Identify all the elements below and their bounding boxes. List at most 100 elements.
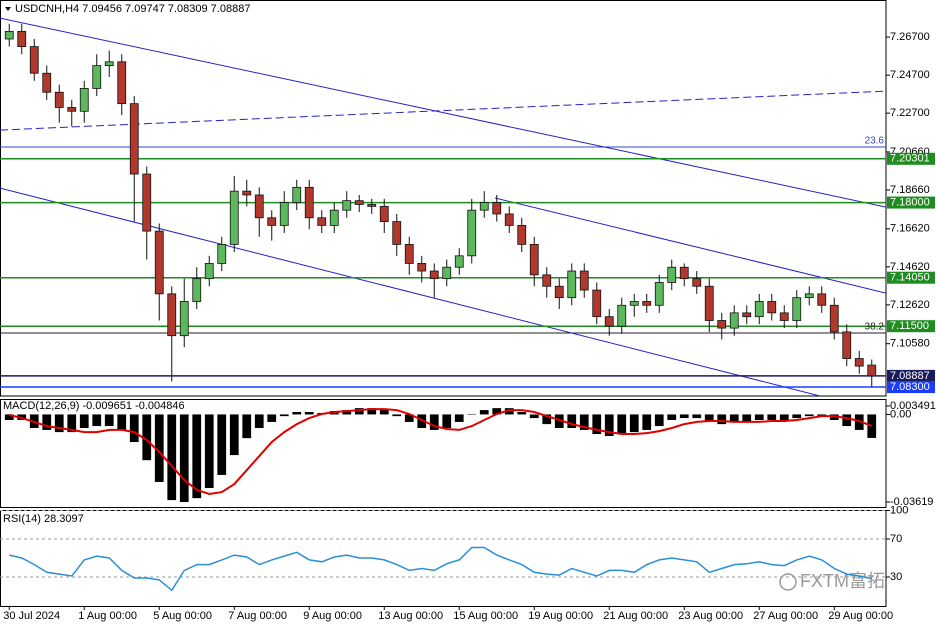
candle-body bbox=[367, 204, 377, 207]
candle-body bbox=[242, 190, 252, 196]
price-level-label: 7.08300 bbox=[890, 381, 930, 393]
price-level-box bbox=[887, 152, 935, 165]
candle-body bbox=[604, 316, 614, 327]
macd-bar bbox=[192, 414, 202, 499]
macd-bar bbox=[617, 414, 627, 435]
price-level-box bbox=[887, 369, 935, 382]
candle-body bbox=[379, 205, 389, 222]
menu-arrow[interactable] bbox=[5, 7, 11, 11]
x-tick-label: 9 Aug 00:00 bbox=[303, 610, 362, 622]
price-level-box bbox=[887, 271, 935, 284]
candle-body bbox=[654, 282, 664, 306]
candle-body bbox=[92, 65, 102, 89]
candle-body bbox=[292, 186, 302, 203]
x-tick-label: 27 Aug 00:00 bbox=[753, 610, 818, 622]
candle-body bbox=[179, 301, 189, 337]
candle-body bbox=[767, 301, 777, 314]
macd-bar bbox=[79, 414, 89, 428]
price-level-label: 7.11500 bbox=[890, 320, 929, 332]
price-level-label: 7.14050 bbox=[890, 272, 930, 284]
fib-label: 23.6 bbox=[865, 136, 885, 147]
x-tick-label: 5 Aug 00:00 bbox=[153, 610, 212, 622]
y-tick-label: 30 bbox=[890, 571, 902, 583]
price-level-box bbox=[887, 381, 935, 394]
trendline bbox=[0, 90, 886, 131]
candle-body bbox=[67, 107, 77, 112]
candle-body bbox=[354, 200, 364, 205]
macd-title: MACD(12,26,9) -0.009651 -0.004846 bbox=[3, 400, 185, 412]
macd-bar bbox=[354, 408, 364, 415]
candle-body bbox=[467, 209, 477, 257]
macd-bar bbox=[204, 414, 214, 488]
macd-bar bbox=[754, 414, 764, 421]
macd-bar bbox=[154, 414, 164, 482]
macd-bar bbox=[142, 414, 152, 461]
candle-body bbox=[504, 213, 514, 226]
macd-bar bbox=[642, 414, 652, 430]
candle-body bbox=[204, 263, 214, 280]
candle-body bbox=[42, 72, 52, 93]
candle-body bbox=[342, 200, 352, 211]
candle-body bbox=[792, 297, 802, 321]
macd-panel-frame bbox=[0, 399, 887, 508]
candle-body bbox=[279, 202, 289, 226]
macd-bar bbox=[529, 414, 539, 419]
macd-bar bbox=[429, 414, 439, 430]
macd-bar bbox=[679, 414, 689, 419]
macd-bar bbox=[342, 410, 352, 415]
y-tick-label: 7.26700 bbox=[890, 31, 930, 43]
candle-body bbox=[679, 266, 689, 280]
symbol-header: USDCNH,H4 7.09456 7.09747 7.08309 7.0888… bbox=[15, 3, 250, 15]
macd-bar bbox=[492, 408, 502, 415]
macd-bar bbox=[117, 414, 127, 430]
macd-bar bbox=[392, 414, 402, 417]
macd-bar bbox=[704, 414, 714, 422]
candle-body bbox=[667, 266, 677, 283]
price-level-box bbox=[887, 196, 935, 209]
candle-body bbox=[592, 289, 602, 318]
x-tick-label: 13 Aug 00:00 bbox=[378, 610, 443, 622]
candle-body bbox=[54, 91, 64, 108]
macd-bar bbox=[279, 414, 289, 417]
candle-body bbox=[217, 244, 227, 264]
x-tick-label: 1 Aug 00:00 bbox=[78, 610, 137, 622]
macd-bar bbox=[454, 414, 464, 422]
x-tick-label: 30 Jul 2024 bbox=[3, 610, 60, 622]
candle-body bbox=[129, 103, 139, 175]
candle-body bbox=[517, 224, 527, 245]
y-tick-label: 7.22700 bbox=[890, 107, 930, 119]
fib-label: 38.2 bbox=[865, 322, 885, 333]
macd-bar bbox=[692, 414, 702, 419]
macd-bar bbox=[129, 414, 139, 443]
candle-body bbox=[554, 285, 564, 299]
rsi-panel-frame bbox=[0, 510, 887, 607]
macd-bar bbox=[517, 412, 527, 415]
candle-body bbox=[254, 194, 264, 219]
macd-bar bbox=[304, 412, 314, 415]
macd-bar bbox=[567, 414, 577, 428]
macd-bar bbox=[717, 414, 727, 425]
candle-body bbox=[429, 270, 439, 280]
candle-body bbox=[442, 266, 452, 280]
y-tick-label: 7.16620 bbox=[890, 223, 930, 235]
price-level-label: 7.18000 bbox=[890, 196, 930, 208]
candle-body bbox=[104, 61, 114, 67]
candle-body bbox=[17, 30, 27, 47]
y-tick-label: -0.03619 bbox=[890, 496, 933, 508]
candle-body bbox=[804, 293, 814, 299]
macd-bar bbox=[654, 414, 664, 427]
macd-bar bbox=[792, 414, 802, 419]
x-tick-label: 29 Aug 00:00 bbox=[828, 610, 893, 622]
candle-body bbox=[454, 255, 464, 268]
y-tick-label: 70 bbox=[890, 533, 902, 545]
macd-bar bbox=[554, 414, 564, 428]
candle-body bbox=[817, 293, 827, 306]
macd-bar bbox=[442, 414, 452, 428]
candle-body bbox=[729, 312, 739, 329]
macd-bar bbox=[479, 410, 489, 415]
macd-bar bbox=[229, 414, 239, 456]
macd-bar bbox=[742, 414, 752, 422]
candle-body bbox=[629, 301, 639, 306]
macd-bar bbox=[292, 412, 302, 415]
